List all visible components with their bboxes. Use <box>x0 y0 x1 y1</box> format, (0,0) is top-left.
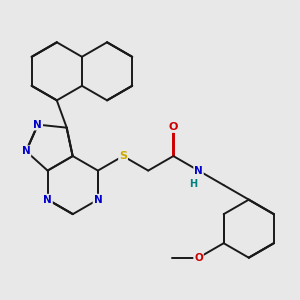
Text: O: O <box>169 122 178 132</box>
Text: O: O <box>194 253 203 263</box>
Text: N: N <box>34 120 42 130</box>
Text: N: N <box>43 195 52 205</box>
Text: N: N <box>94 195 102 205</box>
Text: H: H <box>189 179 197 189</box>
Text: N: N <box>194 166 203 176</box>
Text: S: S <box>119 151 127 161</box>
Text: N: N <box>22 146 30 156</box>
